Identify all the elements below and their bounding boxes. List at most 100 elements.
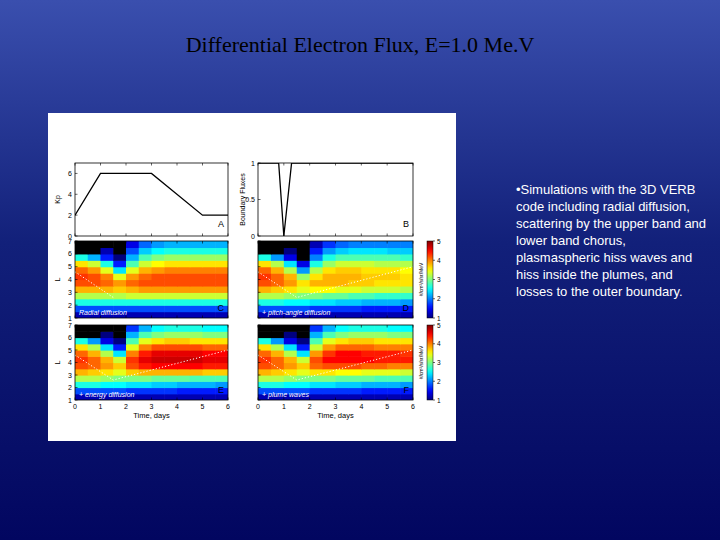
heat-cell <box>126 286 139 293</box>
heat-cell <box>271 280 285 287</box>
heat-cell <box>152 381 165 388</box>
heat-cell <box>190 267 203 274</box>
heat-cell <box>297 280 311 287</box>
heat-cell <box>215 286 228 293</box>
plot-area <box>258 163 413 236</box>
heat-cell <box>139 331 152 338</box>
heat-cell <box>361 369 375 376</box>
heat-cell <box>164 299 177 306</box>
heat-cell <box>88 292 101 299</box>
x-tick <box>309 398 310 401</box>
heat-cell <box>88 363 101 370</box>
heat-cell <box>152 375 165 382</box>
heat-cell <box>310 381 324 388</box>
heat-cell <box>88 241 101 248</box>
heat-cell <box>75 350 88 357</box>
heat-cell <box>126 273 139 280</box>
heat-cell <box>101 325 114 332</box>
y-tick <box>258 350 261 351</box>
heat-cell <box>361 325 375 332</box>
heat-cell <box>258 381 272 388</box>
x-tick-top <box>413 163 414 166</box>
heat-cell <box>348 267 362 274</box>
heat-cell <box>374 350 388 357</box>
heat-cell <box>284 344 298 351</box>
heat-cell <box>75 254 88 261</box>
x-tick <box>361 398 362 401</box>
heat-cell <box>75 338 88 345</box>
heat-cell <box>323 375 337 382</box>
x-tick-top <box>100 163 101 166</box>
heat-cell <box>258 254 272 261</box>
y-tick-label: 0.5 <box>245 196 255 203</box>
x-tick-top <box>151 241 152 244</box>
heat-cell <box>361 344 375 351</box>
heat-cell <box>152 363 165 370</box>
heat-cell <box>139 312 152 318</box>
heat-cell <box>336 312 350 318</box>
heat-cell <box>400 280 413 287</box>
heat-cell <box>152 241 165 248</box>
heat-cell <box>152 273 165 280</box>
heat-cell <box>126 312 139 318</box>
y-tick-label: 1 <box>68 397 72 404</box>
plasmapause-line <box>258 267 413 298</box>
heat-cell <box>203 260 216 267</box>
heat-cell <box>75 280 88 287</box>
panel-annotation: + plume waves <box>262 391 309 399</box>
heat-cell <box>336 325 350 332</box>
heat-cell <box>336 375 350 382</box>
heat-cell <box>271 344 285 351</box>
heat-cell <box>258 292 272 299</box>
heat-cell <box>113 350 126 357</box>
heat-cell <box>203 369 216 376</box>
heat-cell <box>215 292 228 299</box>
x-tick-top <box>258 163 259 166</box>
x-tick-top <box>387 325 388 328</box>
x-tick <box>413 234 414 237</box>
heat-cell <box>374 299 388 306</box>
heat-cell <box>164 331 177 338</box>
heat-cell <box>310 299 324 306</box>
heat-cell <box>113 254 126 261</box>
heat-cell <box>387 388 401 395</box>
colorbar-tick <box>433 318 435 319</box>
x-tick <box>258 316 259 319</box>
heat-cell <box>323 331 337 338</box>
heat-cell <box>323 338 337 345</box>
heat-cell <box>190 299 203 306</box>
heat-cell <box>310 286 324 293</box>
heat-cell <box>215 273 228 280</box>
heat-cell <box>139 286 152 293</box>
x-tick <box>151 398 152 401</box>
colorbar-tick-label: 4 <box>437 257 441 264</box>
x-tick <box>202 316 203 319</box>
heat-cell <box>113 331 126 338</box>
heat-cell <box>310 267 324 274</box>
heat-cell <box>297 344 311 351</box>
colorbar <box>427 325 433 400</box>
heat-cell <box>88 331 101 338</box>
colorbar-tick <box>433 260 435 261</box>
heat-cell <box>203 356 216 363</box>
heat-cell <box>336 388 350 395</box>
heat-cell <box>113 344 126 351</box>
y-tick-label: 6 <box>68 334 72 341</box>
x-tick-top <box>387 241 388 244</box>
heat-cell <box>361 388 375 395</box>
heat-cell <box>323 267 337 274</box>
colorbar-tick-label: 5 <box>437 322 441 329</box>
x-tick-top <box>202 163 203 166</box>
y-tick <box>75 350 78 351</box>
heat-cell <box>323 350 337 357</box>
x-tick <box>335 398 336 401</box>
heat-cell <box>323 254 337 261</box>
plot-frame <box>258 163 413 236</box>
heat-cell <box>348 369 362 376</box>
heat-cell <box>215 331 228 338</box>
line <box>75 173 228 215</box>
heat-cell <box>88 344 101 351</box>
x-tick-label: 5 <box>201 403 205 410</box>
bullet-text: •Simulations with the 3D VERB code inclu… <box>516 181 712 300</box>
heat-cell <box>323 369 337 376</box>
